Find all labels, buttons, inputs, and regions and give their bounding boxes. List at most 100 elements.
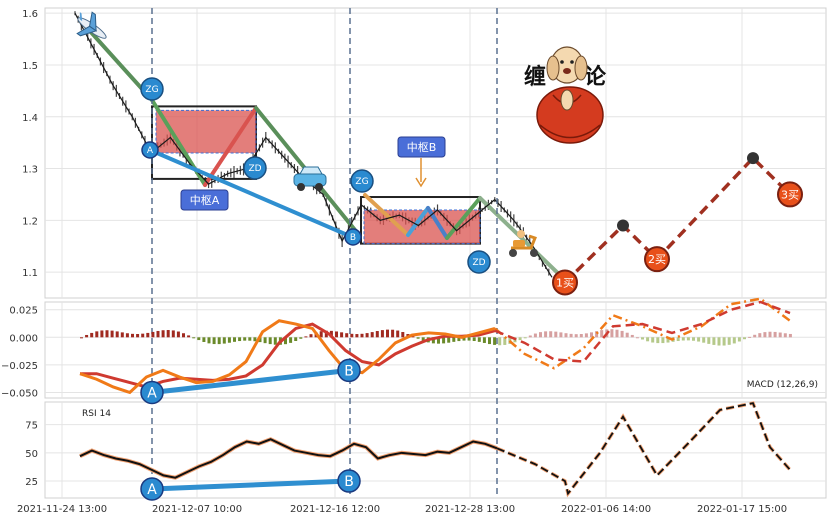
macd-histogram-bar <box>289 337 293 343</box>
macd-histogram-bar <box>523 337 527 339</box>
macd-histogram-bar <box>222 337 226 344</box>
macd-histogram-bar <box>309 334 313 338</box>
macd-histogram-bar <box>161 330 165 338</box>
macd-histogram-bar <box>676 337 680 342</box>
macd-histogram-bar <box>238 337 242 342</box>
axis-labels: 2021-11-24 13:00 2021-12-07 10:00 2021-12-… <box>1 9 787 515</box>
macd-layer: A B MACD (12,26,9) <box>79 297 818 405</box>
macd-histogram-bar <box>630 334 634 338</box>
macd-histogram-bar <box>284 337 287 345</box>
macd-histogram-bar <box>646 337 650 342</box>
macd-histogram-bar <box>421 337 425 341</box>
macd-histogram-bar <box>365 333 369 338</box>
macd-a-marker-label: A <box>147 386 157 402</box>
macd-y-tick: 0.000 <box>9 333 38 344</box>
macd-histogram-bar <box>635 337 639 339</box>
macd-b-marker <box>337 358 361 383</box>
rsi-a-marker-label: A <box>147 482 157 498</box>
macd-histogram-bar <box>651 337 655 343</box>
rsi-divergence-line <box>151 478 350 492</box>
zd-marker-b-label: ZD <box>472 258 485 268</box>
macd-histogram-bar <box>319 331 323 338</box>
macd-histogram-bar <box>625 332 629 338</box>
x-tick-label: 2021-12-16 12:00 <box>290 504 380 515</box>
macd-histogram-bar <box>666 337 670 343</box>
macd-histogram-bar <box>712 337 716 345</box>
macd-histogram-bar <box>717 337 721 346</box>
macd-histogram-bar <box>187 335 191 338</box>
macd-histogram-bar <box>778 332 782 338</box>
macd-histogram-bar <box>396 330 400 338</box>
trend-segment <box>445 196 482 240</box>
macd-histogram-bar <box>661 337 665 344</box>
macd-histogram-bar <box>528 335 532 338</box>
macd-histogram-bar <box>498 337 502 346</box>
macd-histogram-bar <box>549 331 553 338</box>
macd-histogram-bar <box>243 337 247 341</box>
rsi-b-marker-label: B <box>344 474 354 490</box>
macd-histogram-bar <box>171 330 175 338</box>
trend-segment <box>478 196 567 282</box>
rsi-panel <box>44 401 827 499</box>
rsi-y-tick: 25 <box>25 477 38 488</box>
price-y-tick: 1.4 <box>22 113 38 124</box>
buy-marker <box>552 269 578 296</box>
b-marker <box>344 228 362 246</box>
buy-marker-label: 3买 <box>781 188 799 201</box>
macd-dea-forecast <box>494 300 791 363</box>
macd-histogram-bar <box>559 332 563 338</box>
scooter-icon <box>509 230 538 257</box>
macd-histogram-bar <box>727 337 731 345</box>
macd-histogram-bar <box>431 337 435 344</box>
macd-histogram-bar <box>686 337 690 341</box>
macd-histogram-bar <box>90 332 94 338</box>
macd-histogram-bar <box>294 337 298 341</box>
macd-histogram-bar <box>156 330 160 338</box>
macd-y-tick: −0.050 <box>1 388 38 399</box>
macd-histogram-bar <box>788 333 792 338</box>
zg-marker-a <box>140 77 164 101</box>
pivot-b-arrow <box>415 158 427 188</box>
x-tick-label: 2021-11-24 13:00 <box>17 504 107 515</box>
macd-histogram-bar <box>584 333 588 338</box>
macd-histogram-bar <box>131 333 134 338</box>
a-marker <box>141 141 159 159</box>
macd-histogram-bar <box>472 337 476 342</box>
macd-histogram-bar <box>105 330 109 338</box>
macd-histogram-bar <box>442 337 446 344</box>
macd-histogram-bar <box>166 330 170 338</box>
rsi-a-marker <box>140 477 164 501</box>
macd-histogram-bar <box>518 337 522 341</box>
macd-histogram-bar <box>217 337 221 345</box>
macd-histogram-bar <box>457 337 461 342</box>
price-divergence-line <box>148 148 354 239</box>
zd-marker-a-label: ZD <box>248 164 261 174</box>
macd-histogram-bar <box>600 330 604 338</box>
zg-marker-b-label: ZG <box>355 177 368 187</box>
macd-histogram-bar <box>273 337 277 345</box>
macd-histogram-bar <box>722 337 726 346</box>
macd-histogram-bar <box>564 333 568 338</box>
forecast-pivot-dot <box>747 152 759 165</box>
trend-segment <box>406 206 430 237</box>
price-layer: ZG ZD A ZG ZD B 中枢A 中枢B 1买 2买 3买 <box>74 8 803 498</box>
macd-histogram-bar <box>641 337 644 340</box>
pivot-a-label <box>180 189 229 211</box>
macd-histogram-bar <box>743 337 746 340</box>
macd-histogram-bar <box>115 331 119 338</box>
macd-y-tick: −0.025 <box>1 361 38 372</box>
macd-histogram-bar <box>411 336 415 338</box>
macd-histogram-bar <box>360 333 364 338</box>
macd-histogram-bar <box>692 337 695 341</box>
macd-histogram-bar <box>569 333 573 338</box>
rsi-layer: A B RSI 14 <box>79 401 792 501</box>
macd-histogram-bar <box>544 331 548 338</box>
macd-histogram-bar <box>773 331 777 338</box>
macd-histogram-bar <box>212 337 216 345</box>
macd-b-marker-label: B <box>344 363 354 379</box>
macd-dif-line <box>79 319 496 395</box>
macd-histogram-bar <box>146 332 150 338</box>
car-icon <box>293 166 327 191</box>
macd-histogram-bar <box>329 330 333 338</box>
macd-dif-forecast <box>494 297 791 370</box>
